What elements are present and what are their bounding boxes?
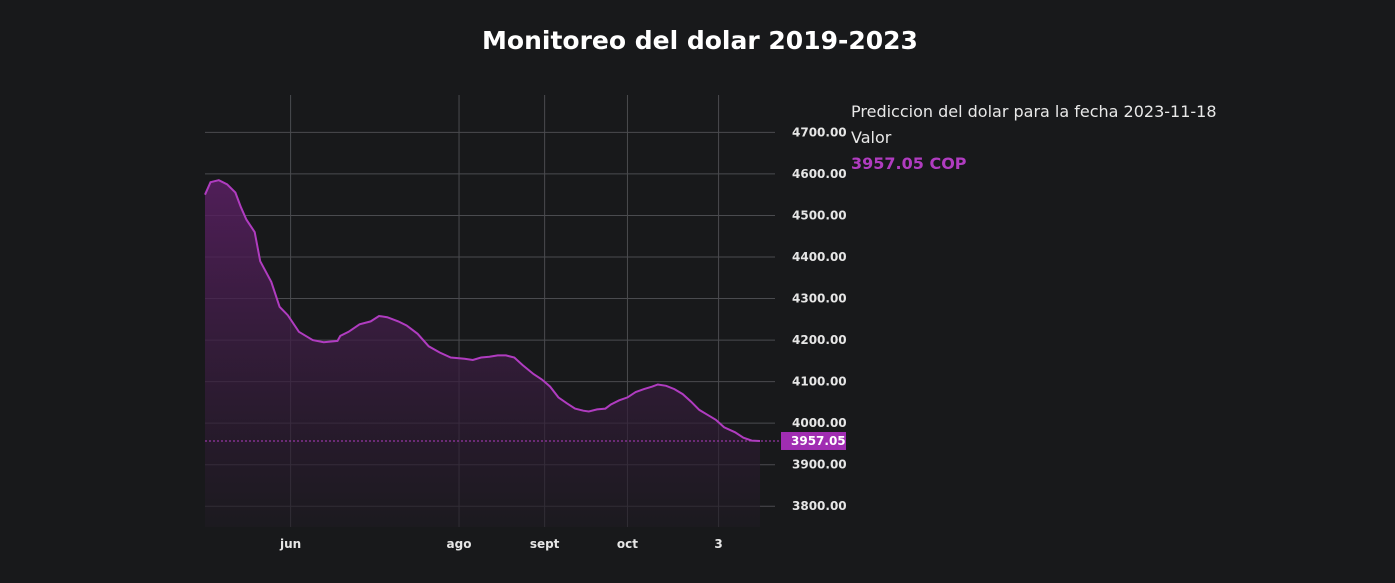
- last-value-badge: [781, 431, 846, 450]
- y-tick-label: 3800.00: [792, 499, 847, 513]
- x-tick-label: jun: [279, 537, 301, 551]
- y-tick-label: 3900.00: [792, 458, 847, 472]
- value-label: Valor: [851, 128, 892, 147]
- x-tick-label: ago: [447, 537, 472, 551]
- chart: 3800.00 3900.00 4000.00 4100.00 4200.00 4300.…: [204, 95, 847, 551]
- y-tick-label: 4500.00: [792, 208, 847, 222]
- x-tick-label: sept: [530, 537, 560, 551]
- y-tick-label: 4100.00: [792, 375, 847, 389]
- x-tick-label: 3: [714, 537, 722, 551]
- predicted-value: 3957.05 COP: [851, 154, 967, 173]
- x-axis-tick-labels: jun ago sept oct 3: [279, 537, 723, 551]
- y-axis-tick-labels: 3800.00 3900.00 4000.00 4100.00 4200.00 4300.…: [792, 125, 847, 513]
- y-tick-label: 4000.00: [792, 416, 847, 430]
- y-tick-label: 4200.00: [792, 333, 847, 347]
- y-tick-label: 4300.00: [792, 292, 847, 306]
- area-fill: [205, 180, 760, 527]
- chart-title: Monitoreo del dolar 2019-2023: [482, 26, 918, 55]
- last-value-label: 3957.05: [791, 434, 846, 448]
- y-tick-label: 4600.00: [792, 167, 847, 181]
- prediction-text: Prediccion del dolar para la fecha 2023-…: [851, 102, 1217, 121]
- price-line: [204, 179, 761, 442]
- y-tick-label: 4400.00: [792, 250, 847, 264]
- x-tick-label: oct: [617, 537, 638, 551]
- prediction-panel: Prediccion del dolar para la fecha 2023-…: [851, 99, 1217, 177]
- y-tick-label: 4700.00: [792, 125, 847, 139]
